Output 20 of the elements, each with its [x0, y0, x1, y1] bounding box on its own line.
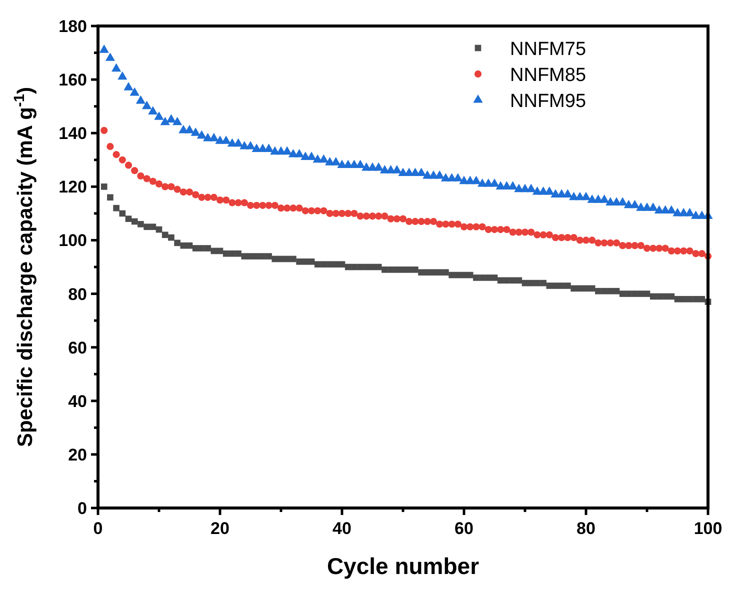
legend-label: NNFM95 [510, 91, 586, 112]
x-tick-label: 0 [93, 519, 103, 538]
y-tick-label: 120 [58, 178, 87, 197]
y-tick-label: 180 [58, 17, 87, 36]
y-tick-label: 40 [68, 392, 87, 411]
x-tick-label: 60 [454, 519, 474, 538]
y-tick-label: 60 [68, 338, 87, 358]
x-tick-label: 80 [576, 519, 596, 538]
x-tick-label: 100 [694, 519, 722, 538]
y-tick-label: 140 [58, 124, 87, 144]
y-tick-label: 160 [58, 70, 87, 90]
y-tick-label: 80 [68, 284, 87, 304]
legend-label: NNFM75 [510, 39, 586, 60]
x-tick-label: 20 [210, 519, 230, 538]
legend-label: NNFM85 [510, 65, 586, 86]
y-tick-label: 100 [58, 231, 87, 250]
y-tick-label: 20 [68, 445, 87, 464]
x-axis-title: Cycle number [326, 553, 480, 579]
y-tick-label: 0 [78, 499, 87, 518]
x-tick-label: 40 [332, 519, 352, 538]
